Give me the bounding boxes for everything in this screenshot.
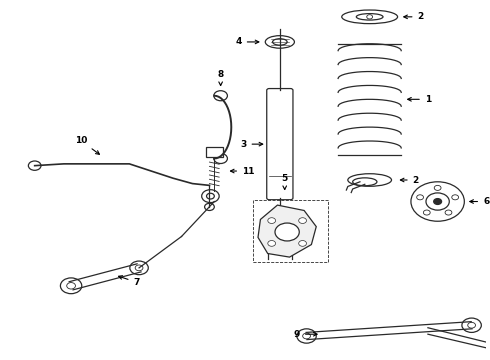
Circle shape	[367, 15, 372, 19]
Circle shape	[130, 261, 148, 275]
Circle shape	[423, 210, 430, 215]
Text: 4: 4	[235, 37, 259, 46]
Circle shape	[205, 203, 214, 211]
Ellipse shape	[348, 174, 392, 186]
Text: 8: 8	[218, 70, 224, 86]
Polygon shape	[258, 205, 316, 257]
Text: 7: 7	[119, 276, 140, 287]
Circle shape	[268, 218, 275, 224]
Circle shape	[297, 329, 316, 343]
Ellipse shape	[356, 14, 383, 20]
Text: 11: 11	[230, 167, 254, 176]
Circle shape	[214, 91, 227, 101]
Circle shape	[299, 218, 306, 224]
Circle shape	[299, 240, 306, 246]
Ellipse shape	[272, 39, 287, 45]
Text: 3: 3	[240, 140, 263, 149]
Text: 1: 1	[408, 95, 431, 104]
Circle shape	[462, 318, 481, 332]
Text: 5: 5	[282, 174, 288, 189]
FancyBboxPatch shape	[267, 89, 293, 200]
Circle shape	[275, 223, 299, 241]
Circle shape	[468, 322, 475, 328]
Text: 2: 2	[400, 176, 419, 185]
Text: 2: 2	[404, 12, 424, 21]
Circle shape	[28, 161, 41, 170]
Circle shape	[60, 278, 82, 294]
Text: 10: 10	[74, 136, 99, 154]
Circle shape	[434, 199, 441, 204]
Bar	[253, 200, 328, 262]
Circle shape	[67, 283, 75, 289]
Bar	[206, 147, 223, 157]
Circle shape	[270, 244, 290, 259]
Circle shape	[207, 193, 214, 199]
Ellipse shape	[353, 178, 377, 186]
Text: 9: 9	[294, 330, 317, 339]
Ellipse shape	[265, 36, 294, 48]
Circle shape	[135, 265, 143, 271]
Circle shape	[214, 153, 227, 163]
Circle shape	[411, 182, 465, 221]
Text: 6: 6	[470, 197, 490, 206]
Circle shape	[416, 195, 423, 200]
Circle shape	[268, 240, 275, 246]
Circle shape	[303, 333, 311, 339]
Circle shape	[426, 193, 449, 210]
Circle shape	[202, 190, 219, 203]
Ellipse shape	[342, 10, 397, 24]
Circle shape	[434, 185, 441, 190]
Circle shape	[445, 210, 452, 215]
Circle shape	[452, 195, 459, 200]
